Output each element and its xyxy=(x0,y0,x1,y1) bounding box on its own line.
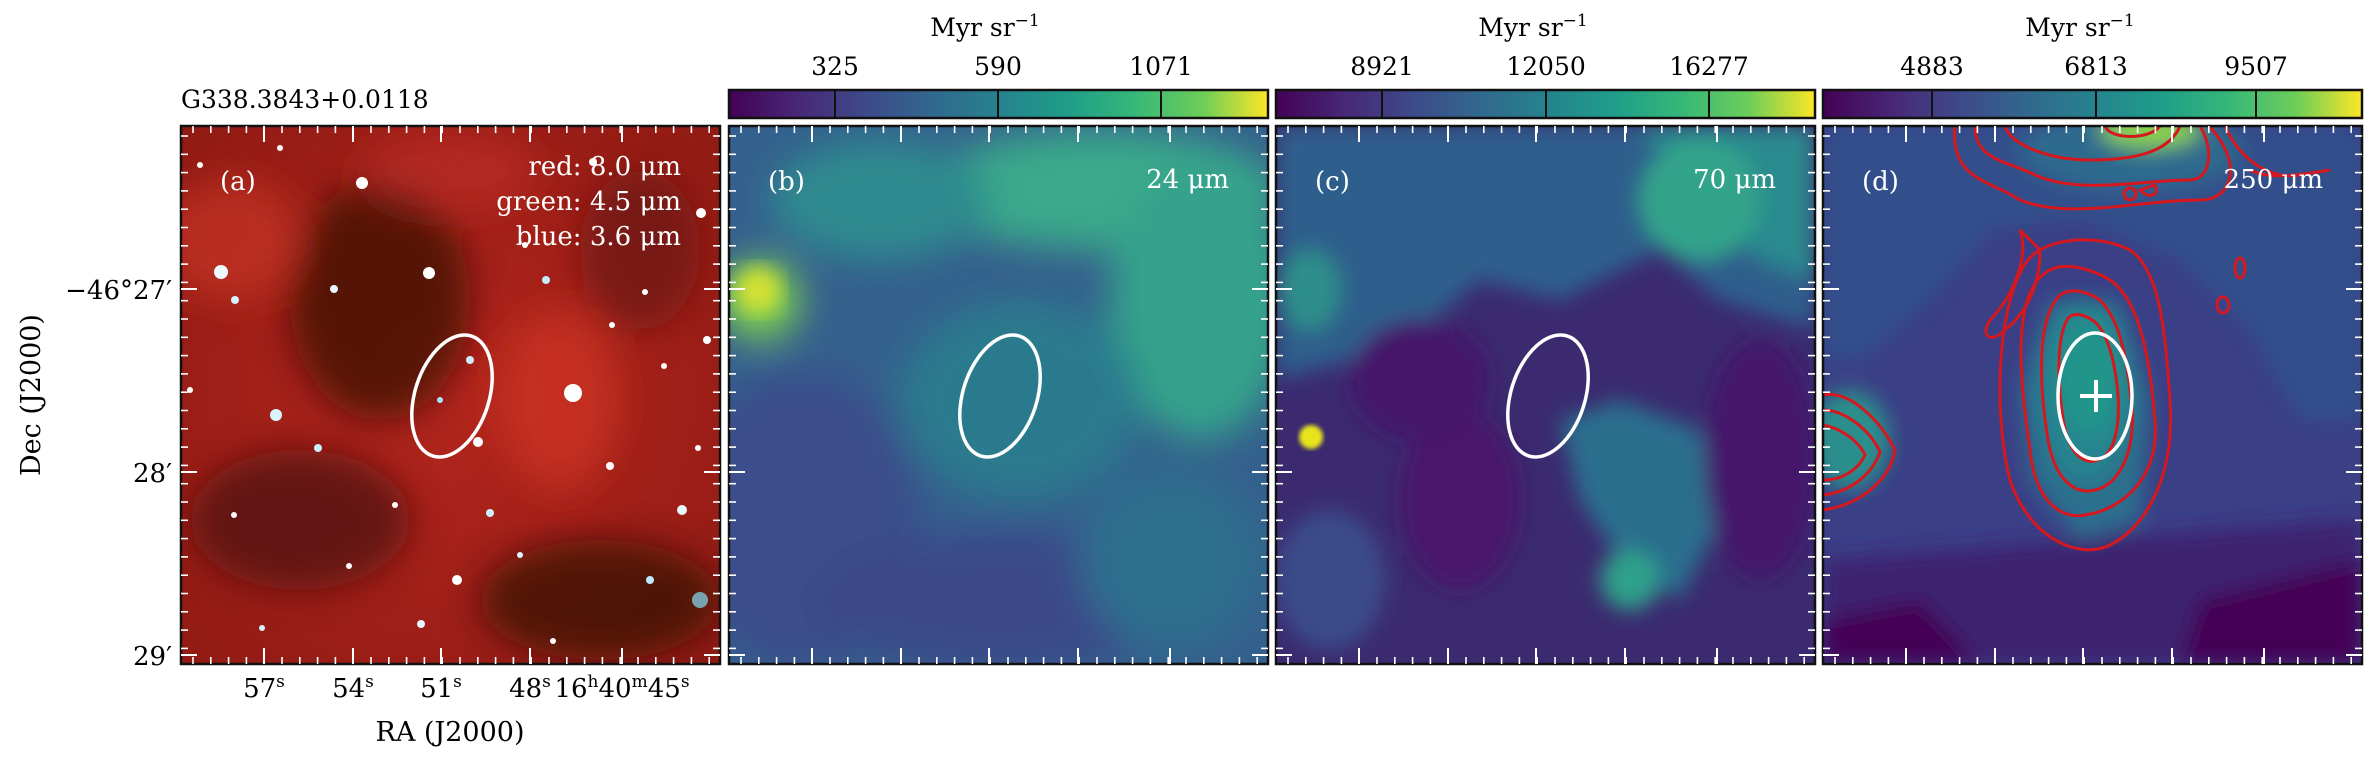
panel-a: (a) red: 8.0 μm green: 4.5 μm blue: 3.6 … xyxy=(179,124,722,666)
source-ellipse-d xyxy=(2056,331,2134,461)
colorbar-c-tick-1: 8921 xyxy=(1350,52,1414,81)
panel-a-label-blue: blue: 3.6 μm xyxy=(516,222,681,252)
colorbar-d-tick-3: 9507 xyxy=(2224,52,2288,81)
colorbar-b-tick-3: 1071 xyxy=(1129,52,1193,81)
panel-d: (d) 250 μm xyxy=(1821,124,2364,666)
panel-d-image xyxy=(1823,126,2362,664)
panel-a-image xyxy=(181,126,720,664)
panel-d-frame xyxy=(1821,124,2364,666)
dec-tick-1: −46°27′ xyxy=(65,276,172,306)
ra-tick-4: 48s xyxy=(509,672,551,704)
panel-d-label: 250 μm xyxy=(2224,165,2323,195)
panel-b-image xyxy=(729,126,1268,664)
colorbar-c-tick-3: 16277 xyxy=(1669,52,1749,81)
colorbar-d-tick-2: 6813 xyxy=(2064,52,2128,81)
colorbar-b-unit: Myr sr−1 xyxy=(930,11,1039,42)
source-ellipse-c xyxy=(1506,333,1590,459)
source-ellipse-b xyxy=(958,333,1042,459)
star-field xyxy=(187,145,711,644)
source-ellipse xyxy=(410,333,494,459)
panel-b-tag: (b) xyxy=(768,167,805,197)
panel-c-tag: (c) xyxy=(1315,167,1350,197)
panel-c-frame xyxy=(1274,124,1817,666)
peak-cross-marker xyxy=(2080,380,2112,412)
dec-tick-3: 29′ xyxy=(133,642,172,672)
panel-d-tag: (d) xyxy=(1862,167,1899,197)
ra-tick-5: 16h40m45s xyxy=(554,672,689,704)
colorbar-b-tick-1: 325 xyxy=(811,52,859,81)
panel-b-frame xyxy=(727,124,1270,666)
colorbar-d-tick-1: 4883 xyxy=(1900,52,1964,81)
ra-tick-2: 54s xyxy=(332,672,374,704)
colorbar-c-tick-2: 12050 xyxy=(1506,52,1586,81)
y-axis-label: Dec (J2000) xyxy=(16,314,47,476)
dec-axis: −46°27′ 28′ 29′ Dec (J2000) xyxy=(16,276,172,672)
panel-a-label-green: green: 4.5 μm xyxy=(496,187,681,217)
ra-axis: 57s 54s 51s 48s 16h40m45s RA (J2000) xyxy=(243,672,689,748)
panel-a-tag: (a) xyxy=(220,167,256,197)
panel-c-image xyxy=(1276,126,1815,664)
panel-b: (b) 24 μm xyxy=(727,124,1270,666)
dec-tick-2: 28′ xyxy=(133,459,172,489)
x-axis-label: RA (J2000) xyxy=(375,717,524,748)
colorbar-b: 325 590 1071 Myr sr−1 xyxy=(727,11,1270,120)
panel-c: (c) 70 μm xyxy=(1274,124,1817,666)
colorbar-d: 4883 6813 9507 Myr sr−1 xyxy=(1821,11,2364,120)
source-title: G338.3843+0.0118 xyxy=(181,85,429,114)
ra-tick-3: 51s xyxy=(420,672,462,704)
contours xyxy=(1823,126,2331,552)
panel-a-label-red: red: 8.0 μm xyxy=(528,152,681,182)
colorbar-c-unit: Myr sr−1 xyxy=(1478,11,1587,42)
colorbar-d-unit: Myr sr−1 xyxy=(2025,11,2134,42)
panel-a-frame xyxy=(179,124,722,666)
panel-c-label: 70 μm xyxy=(1693,165,1776,195)
colorbar-b-tick-2: 590 xyxy=(974,52,1022,81)
colorbar-c: 8921 12050 16277 Myr sr−1 xyxy=(1274,11,1817,120)
ra-tick-1: 57s xyxy=(243,672,285,704)
frame-ticks xyxy=(181,126,2362,668)
panel-b-label: 24 μm xyxy=(1146,165,1229,195)
